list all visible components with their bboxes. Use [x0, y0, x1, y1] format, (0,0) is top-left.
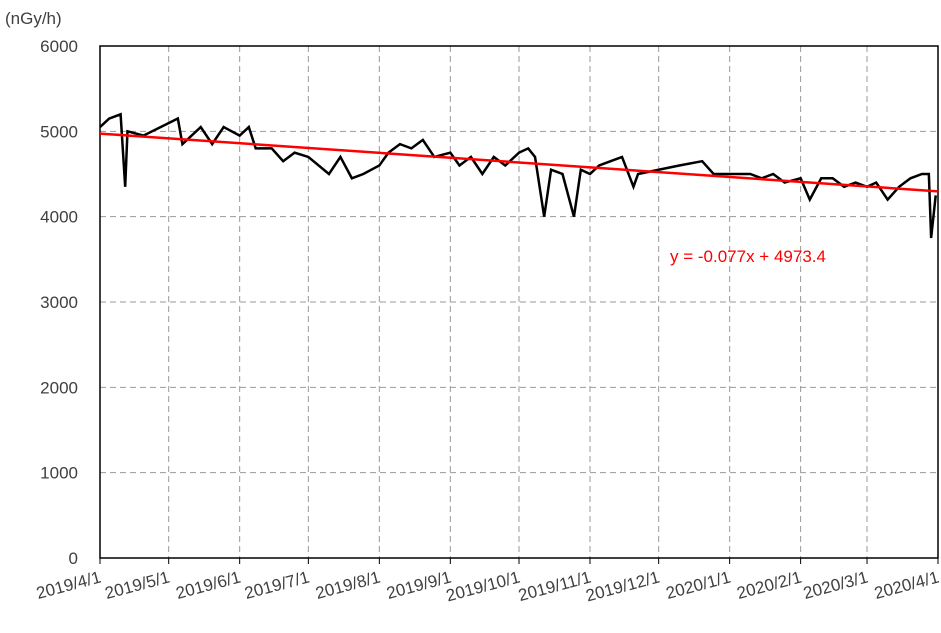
y-tick-label: 4000	[40, 208, 78, 227]
y-tick-label: 5000	[40, 122, 78, 141]
plot-border	[99, 45, 939, 559]
y-tick-label: 0	[69, 549, 78, 568]
y-tick-label: 1000	[40, 464, 78, 483]
x-tick-label: 2019/10/1	[444, 568, 522, 606]
x-tick-label: 2019/7/1	[243, 568, 312, 603]
x-tick-label: 2019/9/1	[384, 568, 453, 603]
x-tick-label: 2019/6/1	[174, 568, 243, 603]
y-axis-label: (nGy/h)	[5, 9, 62, 28]
trend-line	[99, 132, 939, 193]
x-tick-label: 2019/5/1	[103, 568, 172, 603]
data-line	[99, 112, 937, 239]
x-tick-label: 2019/8/1	[314, 568, 383, 603]
y-tick-label: 6000	[40, 37, 78, 56]
x-tick-label: 2020/4/1	[872, 568, 941, 603]
x-tick-label: 2020/3/1	[801, 568, 870, 603]
x-tick-label: 2019/4/1	[34, 568, 103, 603]
trend-annotation: y = -0.077x + 4973.4	[670, 247, 826, 266]
x-tick-label: 2019/11/1	[516, 568, 593, 606]
x-tick-label: 2020/2/1	[735, 568, 804, 603]
y-tick-label: 3000	[40, 293, 78, 312]
x-tick-label: 2020/1/1	[664, 568, 733, 603]
x-tick-label: 2019/12/1	[584, 568, 662, 606]
y-tick-label: 2000	[40, 378, 78, 397]
